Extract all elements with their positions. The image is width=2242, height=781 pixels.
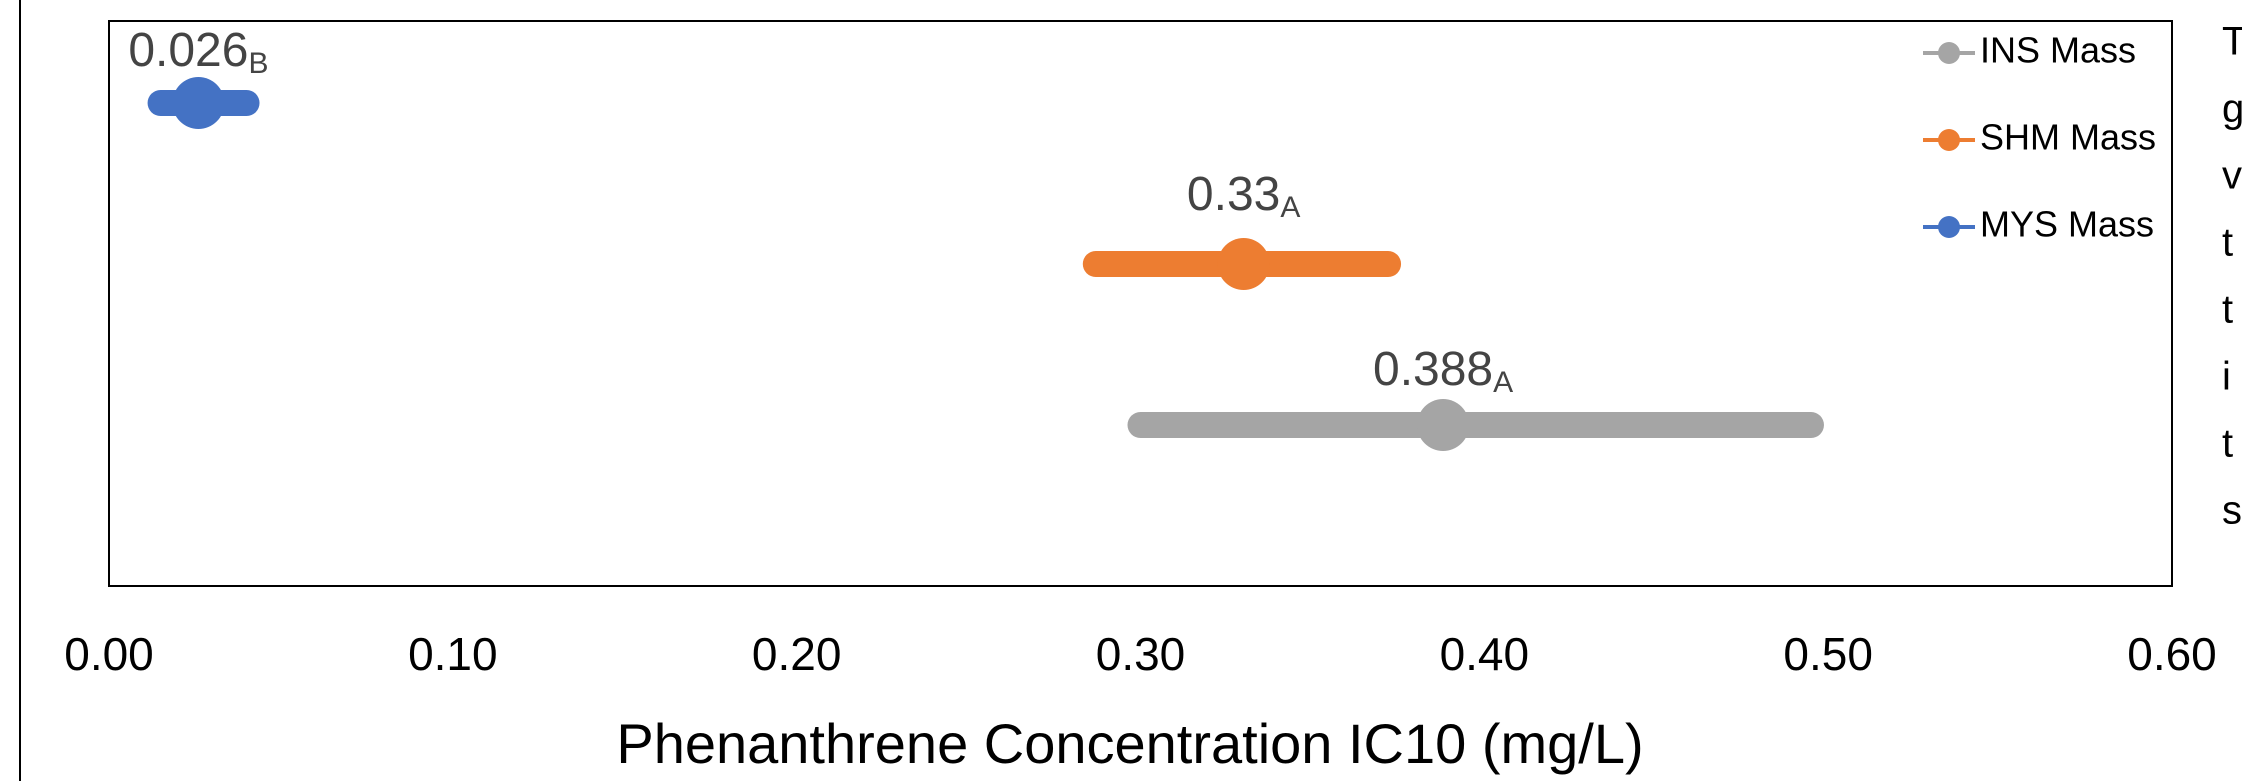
- value-text: 0.33: [1187, 168, 1280, 221]
- side-text: i: [2222, 355, 2231, 399]
- side-text: t: [2222, 422, 2233, 466]
- x-axis-title: Phenanthrene Concentration IC10 (mg/L): [616, 712, 1643, 775]
- group-letter: A: [1493, 366, 1513, 399]
- x-tick-label: 0.10: [408, 628, 498, 680]
- group-letter: A: [1280, 191, 1300, 224]
- legend-label: MYS Mass: [1980, 204, 2154, 245]
- point: [1218, 238, 1270, 290]
- legend-label: SHM Mass: [1980, 117, 2156, 158]
- legend-marker: [1938, 42, 1960, 64]
- x-tick-label: 0.50: [1783, 628, 1873, 680]
- point: [1417, 399, 1469, 451]
- value-label: 0.33A: [1187, 168, 1300, 224]
- side-text: s: [2222, 489, 2242, 533]
- value-text: 0.388: [1373, 343, 1493, 396]
- chart: Phenanthrene Concentration IC10 (mg/L) 0…: [0, 0, 2242, 781]
- value-label: 0.388A: [1373, 343, 1513, 399]
- legend-marker: [1938, 216, 1960, 238]
- x-tick-label: 0.60: [2127, 628, 2217, 680]
- x-tick-label: 0.30: [1096, 628, 1186, 680]
- x-tick-label: 0.40: [1440, 628, 1530, 680]
- x-tick-label: 0.20: [752, 628, 842, 680]
- side-text: T: [2222, 20, 2242, 64]
- value-label: 0.026B: [128, 24, 268, 80]
- side-text: g: [2222, 87, 2242, 131]
- value-text: 0.026: [128, 24, 248, 77]
- group-letter: B: [248, 47, 268, 80]
- legend-label: INS Mass: [1980, 30, 2136, 71]
- point: [172, 77, 224, 129]
- side-text: v: [2222, 154, 2242, 198]
- x-tick-label: 0.00: [64, 628, 154, 680]
- side-text: t: [2222, 288, 2233, 332]
- legend-marker: [1938, 129, 1960, 151]
- plot-area: [109, 21, 2172, 586]
- side-text: t: [2222, 221, 2233, 265]
